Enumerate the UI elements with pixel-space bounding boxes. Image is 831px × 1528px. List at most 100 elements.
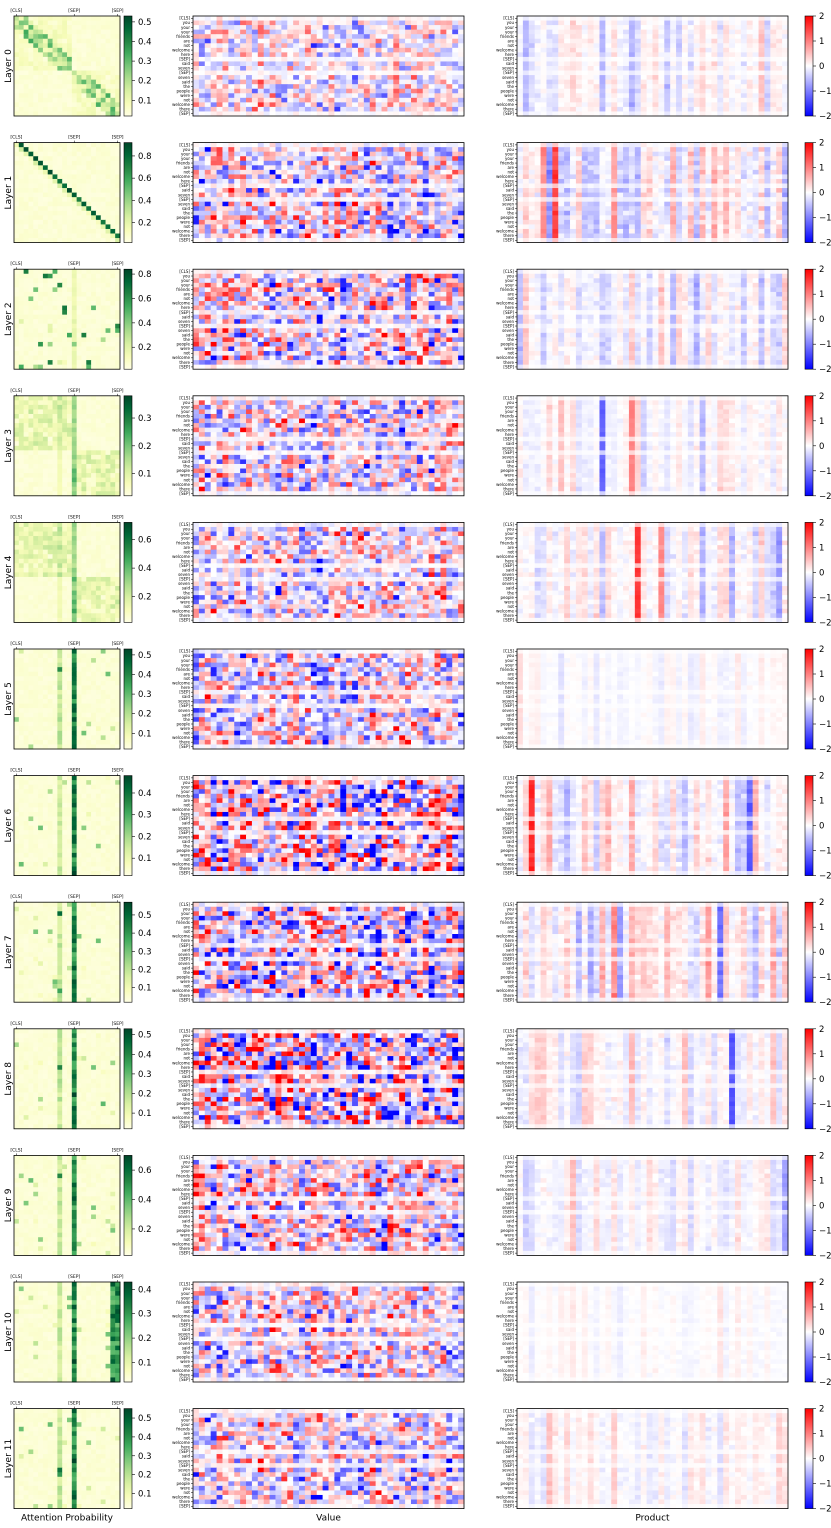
attention-cell <box>91 228 97 234</box>
attention-cell <box>105 215 111 221</box>
value-cell <box>369 160 377 166</box>
value-cell <box>316 106 324 112</box>
product-token-label: [CLS] <box>503 16 514 21</box>
product-cell <box>740 84 748 90</box>
attention-cell <box>100 102 106 108</box>
value-cell <box>428 47 435 53</box>
attention-cell <box>28 169 34 175</box>
value-cell <box>304 215 312 221</box>
product-cell <box>628 142 636 148</box>
product-token-label: here <box>505 52 515 57</box>
product-cell <box>687 192 695 198</box>
product-cell <box>640 70 648 76</box>
product-cell <box>681 106 689 112</box>
product-cell <box>599 70 606 76</box>
product-cell <box>540 75 547 81</box>
product-cell <box>646 197 653 203</box>
value-cell <box>287 206 294 212</box>
value-cell <box>287 174 294 180</box>
value-cell <box>428 215 435 221</box>
value-cell <box>357 224 365 230</box>
product-cell <box>587 169 594 175</box>
value-cell <box>251 160 259 166</box>
value-cell <box>399 79 406 85</box>
value-cell <box>216 188 223 193</box>
value-cell <box>440 47 447 53</box>
value-cell <box>381 43 388 49</box>
attention-cell <box>91 16 97 21</box>
product-cell <box>782 29 789 35</box>
attention-cell <box>81 197 87 203</box>
attention-cell <box>110 43 116 49</box>
product-cell <box>546 43 553 49</box>
value-cell <box>381 111 388 117</box>
attention-cell <box>115 84 121 90</box>
value-cell <box>299 238 306 243</box>
product-cell <box>570 165 577 171</box>
product-cell <box>646 160 653 166</box>
product-cell <box>564 79 571 85</box>
value-cell <box>352 233 359 239</box>
value-cell <box>322 192 329 198</box>
value-cell <box>204 178 212 184</box>
product-cell <box>628 34 636 40</box>
product-cell <box>770 188 777 193</box>
attention-cell <box>67 70 73 76</box>
attention-cell <box>100 16 106 21</box>
value-cell <box>281 43 288 49</box>
value-cell <box>263 165 270 171</box>
product-cell <box>658 165 665 171</box>
product-cell <box>646 169 653 175</box>
value-cell <box>287 111 294 117</box>
product-cell <box>634 25 642 31</box>
value-cell <box>410 25 418 31</box>
product-cell <box>658 183 665 189</box>
product-cell <box>623 75 630 81</box>
product-cell <box>740 165 748 171</box>
value-cell <box>287 16 294 21</box>
product-cell <box>634 174 642 180</box>
attention-cell <box>33 88 39 94</box>
product-cell <box>693 93 701 99</box>
product-cell <box>605 38 612 44</box>
product-cell <box>717 183 724 189</box>
value-cell <box>281 183 288 189</box>
product-cell <box>758 75 765 81</box>
product-cell <box>681 111 689 117</box>
value-cell <box>434 147 441 153</box>
value-cell <box>393 142 400 148</box>
product-cell <box>552 106 559 112</box>
value-cell <box>216 233 223 239</box>
attention-cell <box>38 61 44 67</box>
attention-cell <box>57 56 63 62</box>
attention-cell <box>86 79 92 85</box>
product-cell <box>711 210 718 216</box>
product-cell <box>729 38 736 44</box>
product-cell <box>634 16 642 21</box>
product-cell <box>740 106 748 112</box>
value-cell <box>410 165 418 171</box>
attention-cell <box>42 70 49 76</box>
value-cell <box>304 66 312 71</box>
product-cell <box>522 43 530 49</box>
product-cell <box>534 147 541 153</box>
product-cell <box>782 56 789 62</box>
attention-cell <box>67 84 73 90</box>
value-cell <box>257 197 265 203</box>
product-cell <box>776 169 783 175</box>
product-cell <box>717 79 724 85</box>
product-cell <box>623 219 630 225</box>
attention-cell <box>76 147 82 153</box>
product-cell <box>699 102 706 108</box>
product-cell <box>575 188 583 193</box>
value-cell <box>193 52 200 58</box>
product-cell <box>681 97 689 103</box>
product-cell <box>652 151 659 157</box>
value-cell <box>399 188 406 193</box>
attention-cell <box>28 219 34 225</box>
product-cell <box>770 75 777 81</box>
product-cell <box>705 201 712 207</box>
value-cell <box>198 142 206 148</box>
value-cell <box>410 56 418 62</box>
value-cell <box>204 174 212 180</box>
